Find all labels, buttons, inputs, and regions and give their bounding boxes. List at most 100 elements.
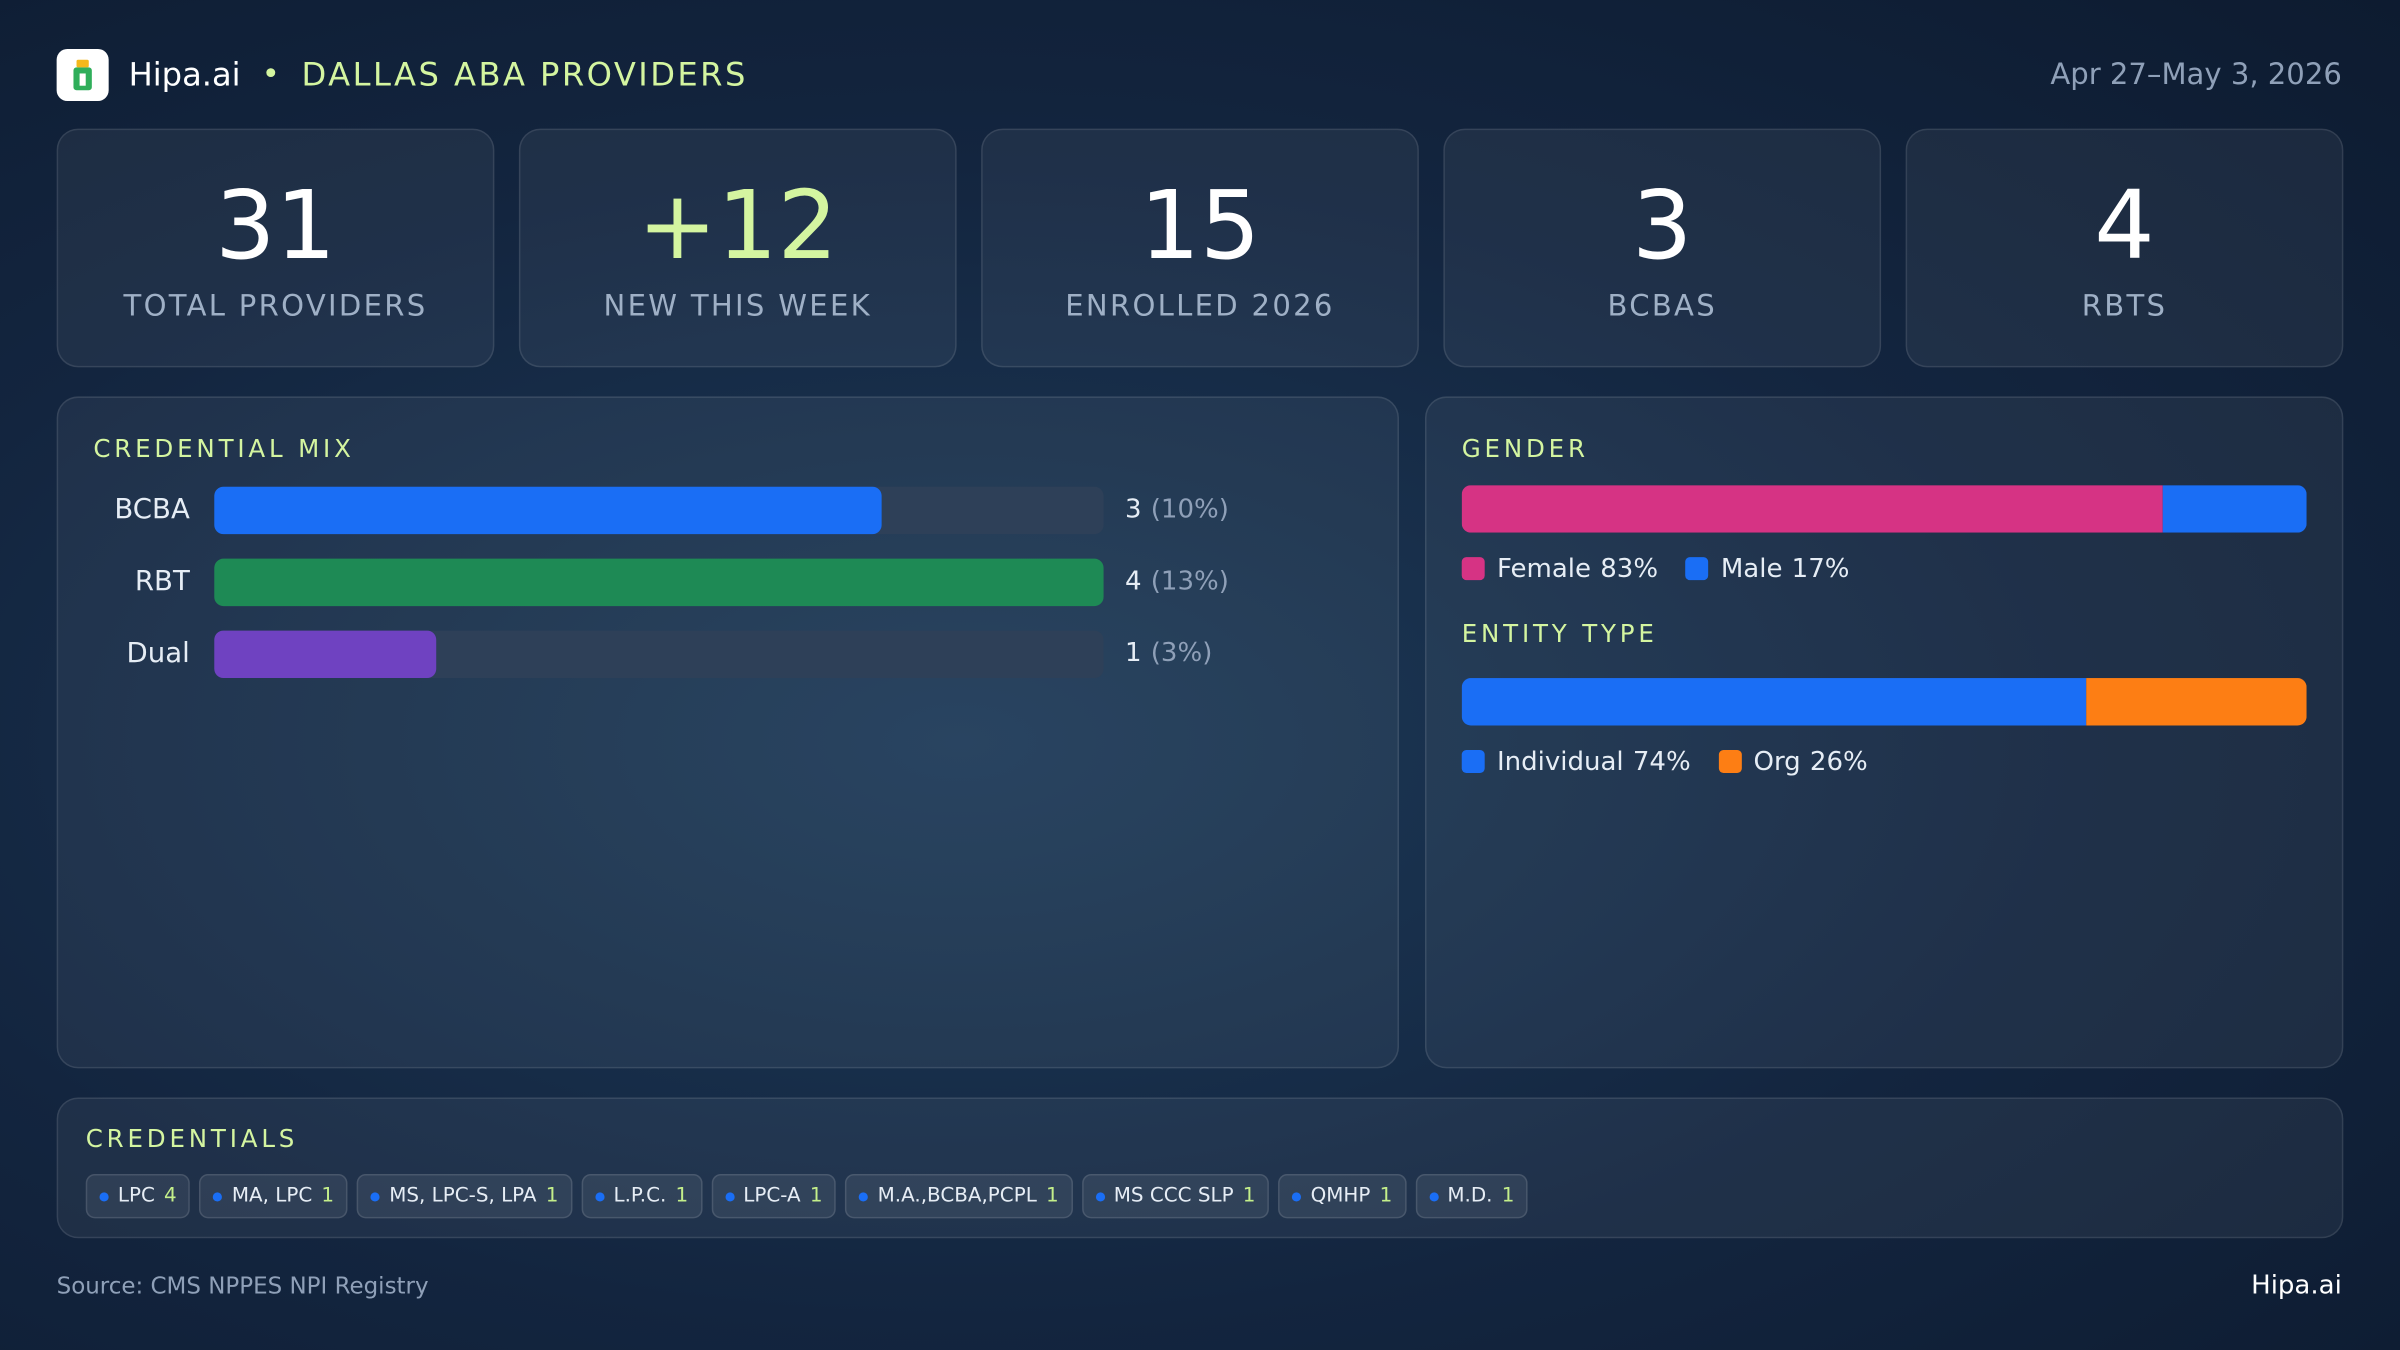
bar-segment — [2162, 485, 2307, 533]
legend: Female 83% Male 17% — [1461, 554, 1877, 585]
section-title: ENTITY TYPE — [1461, 619, 1658, 649]
count: 1 — [1124, 638, 1142, 669]
chip-name: MS CCC SLP — [1113, 1184, 1234, 1208]
legend-value: 17% — [1791, 554, 1850, 585]
chip-name: QMHP — [1310, 1184, 1371, 1208]
kpi-value: +12 — [637, 169, 838, 281]
bar-value: 3 (10%) — [1125, 494, 1229, 525]
credential-chip: LPC 4 — [85, 1173, 191, 1219]
legend-value: 83% — [1600, 554, 1659, 585]
chip-dot — [859, 1191, 869, 1201]
kpi-label: ENROLLED 2026 — [1065, 289, 1335, 323]
section-title: GENDER — [1461, 433, 1589, 464]
kpi-value: 31 — [215, 169, 336, 281]
chip-count: 1 — [321, 1184, 335, 1208]
credential-chip: M.A.,BCBA,PCPL 1 — [845, 1173, 1073, 1219]
chip-name: LPC-A — [743, 1184, 801, 1208]
credentials-panel: CREDENTIALS LPC 4 MA, LPC 1 MS, LPC-S, LPA 1 L… — [56, 1097, 2344, 1239]
legend-name: Female — [1496, 554, 1592, 585]
kpi-card: 31 TOTAL PROVIDERS — [56, 128, 495, 368]
kpi-card: +12 NEW THIS WEEK — [518, 128, 957, 368]
share: (10%) — [1150, 494, 1229, 525]
chip-list: LPC 4 MA, LPC 1 MS, LPC-S, LPA 1 L.P.C. 1 LPC-A 1… — [85, 1173, 1538, 1219]
kpi-card: 4 RBTS — [1905, 128, 2344, 368]
demographics-panel: GENDER Female 83% Male 17% ENTITY TYPE Indi… — [1424, 396, 2344, 1069]
chip-count: 1 — [675, 1184, 689, 1208]
legend-item: Org 26% — [1718, 746, 1868, 778]
chip-dot — [595, 1191, 605, 1201]
chip-count: 1 — [1242, 1184, 1256, 1208]
logo — [56, 48, 109, 102]
share: (3%) — [1150, 638, 1213, 669]
legend-item: Male 17% — [1685, 554, 1850, 585]
chip-dot — [1428, 1191, 1439, 1201]
bar — [214, 557, 1104, 606]
row-label: Dual — [126, 637, 190, 670]
chip-name: L.P.C. — [613, 1184, 667, 1208]
legend: Individual 74% Org 26% — [1461, 746, 1896, 778]
bar-segment — [2086, 678, 2307, 726]
credential-chip: QMHP 1 — [1278, 1173, 1407, 1219]
kpi-label: BCBAS — [1607, 289, 1718, 323]
chip-dot — [724, 1191, 735, 1201]
section-title: CREDENTIAL MIX — [93, 433, 355, 464]
legend-name: Individual — [1496, 746, 1624, 778]
kpi-label: TOTAL PROVIDERS — [123, 289, 428, 323]
row-label: RBT — [134, 565, 190, 598]
bar-segment — [1461, 678, 2087, 726]
credential-chip: MS, LPC-S, LPA 1 — [357, 1173, 573, 1219]
legend-swatch — [1685, 557, 1709, 581]
credential-chip: L.P.C. 1 — [581, 1173, 702, 1219]
legend-value: 74% — [1632, 746, 1691, 778]
chip-count: 1 — [1045, 1184, 1059, 1208]
source: Source: CMS NPPES NPI Registry — [56, 1271, 429, 1300]
bar-segment — [1461, 485, 2163, 533]
credential-mix-panel: CREDENTIAL MIX BCBA 3 (10%) RBT 4 (13%) Dual 1 (… — [56, 396, 1399, 1069]
share: (13%) — [1150, 566, 1229, 597]
kpi-value: 15 — [1139, 169, 1261, 281]
chip-name: M.A.,BCBA,PCPL — [877, 1184, 1037, 1208]
bar — [214, 485, 882, 534]
chip-name: M.D. — [1447, 1184, 1493, 1208]
chip-count: 1 — [809, 1184, 823, 1208]
chip-count: 4 — [164, 1184, 177, 1208]
count: 3 — [1124, 494, 1142, 525]
chip-dot — [99, 1191, 109, 1201]
bar-value: 1 (3%) — [1125, 638, 1212, 669]
kpi-value: 4 — [2094, 169, 2155, 281]
credential-chip: LPC-A 1 — [711, 1173, 837, 1219]
legend-swatch — [1718, 749, 1742, 773]
kpi-card: 15 ENROLLED 2026 — [981, 128, 1419, 368]
legend-name: Org — [1753, 746, 1801, 778]
kpi-card: 3 BCBAS — [1443, 128, 1882, 368]
chip-name: MS, LPC-S, LPA — [389, 1184, 537, 1208]
chip-count: 1 — [1379, 1184, 1393, 1208]
brand: Hipa.ai — [128, 56, 241, 94]
section-title: CREDENTIALS — [85, 1124, 299, 1154]
separator: • — [261, 55, 280, 92]
kpi-label: RBTS — [2081, 289, 2168, 323]
bar-value: 4 (13%) — [1125, 566, 1229, 597]
chip-name: MA, LPC — [231, 1184, 313, 1208]
legend-name: Male — [1720, 554, 1783, 585]
legend-swatch — [1461, 557, 1485, 581]
chip-dot — [370, 1191, 381, 1201]
footer-brand: Hipa.ai — [2251, 1270, 2342, 1302]
bar — [214, 629, 437, 678]
chip-dot — [1095, 1191, 1105, 1201]
legend-item: Individual 74% — [1461, 746, 1691, 778]
legend-swatch — [1461, 749, 1485, 773]
credential-chip: M.D. 1 — [1415, 1173, 1529, 1219]
row-label: BCBA — [114, 493, 190, 526]
chip-count: 1 — [1501, 1184, 1515, 1208]
credential-chip: MS CCC SLP 1 — [1081, 1173, 1270, 1219]
kpi-label: NEW THIS WEEK — [603, 289, 872, 323]
chip-count: 1 — [545, 1184, 559, 1208]
date-range: Apr 27–May 3, 2026 — [2050, 58, 2342, 92]
stacked-bar — [1461, 485, 2307, 533]
stacked-bar — [1461, 678, 2307, 726]
legend-value: 26% — [1809, 746, 1868, 778]
page-title: DALLAS ABA PROVIDERS — [301, 56, 748, 94]
credential-chip: MA, LPC 1 — [199, 1173, 348, 1219]
